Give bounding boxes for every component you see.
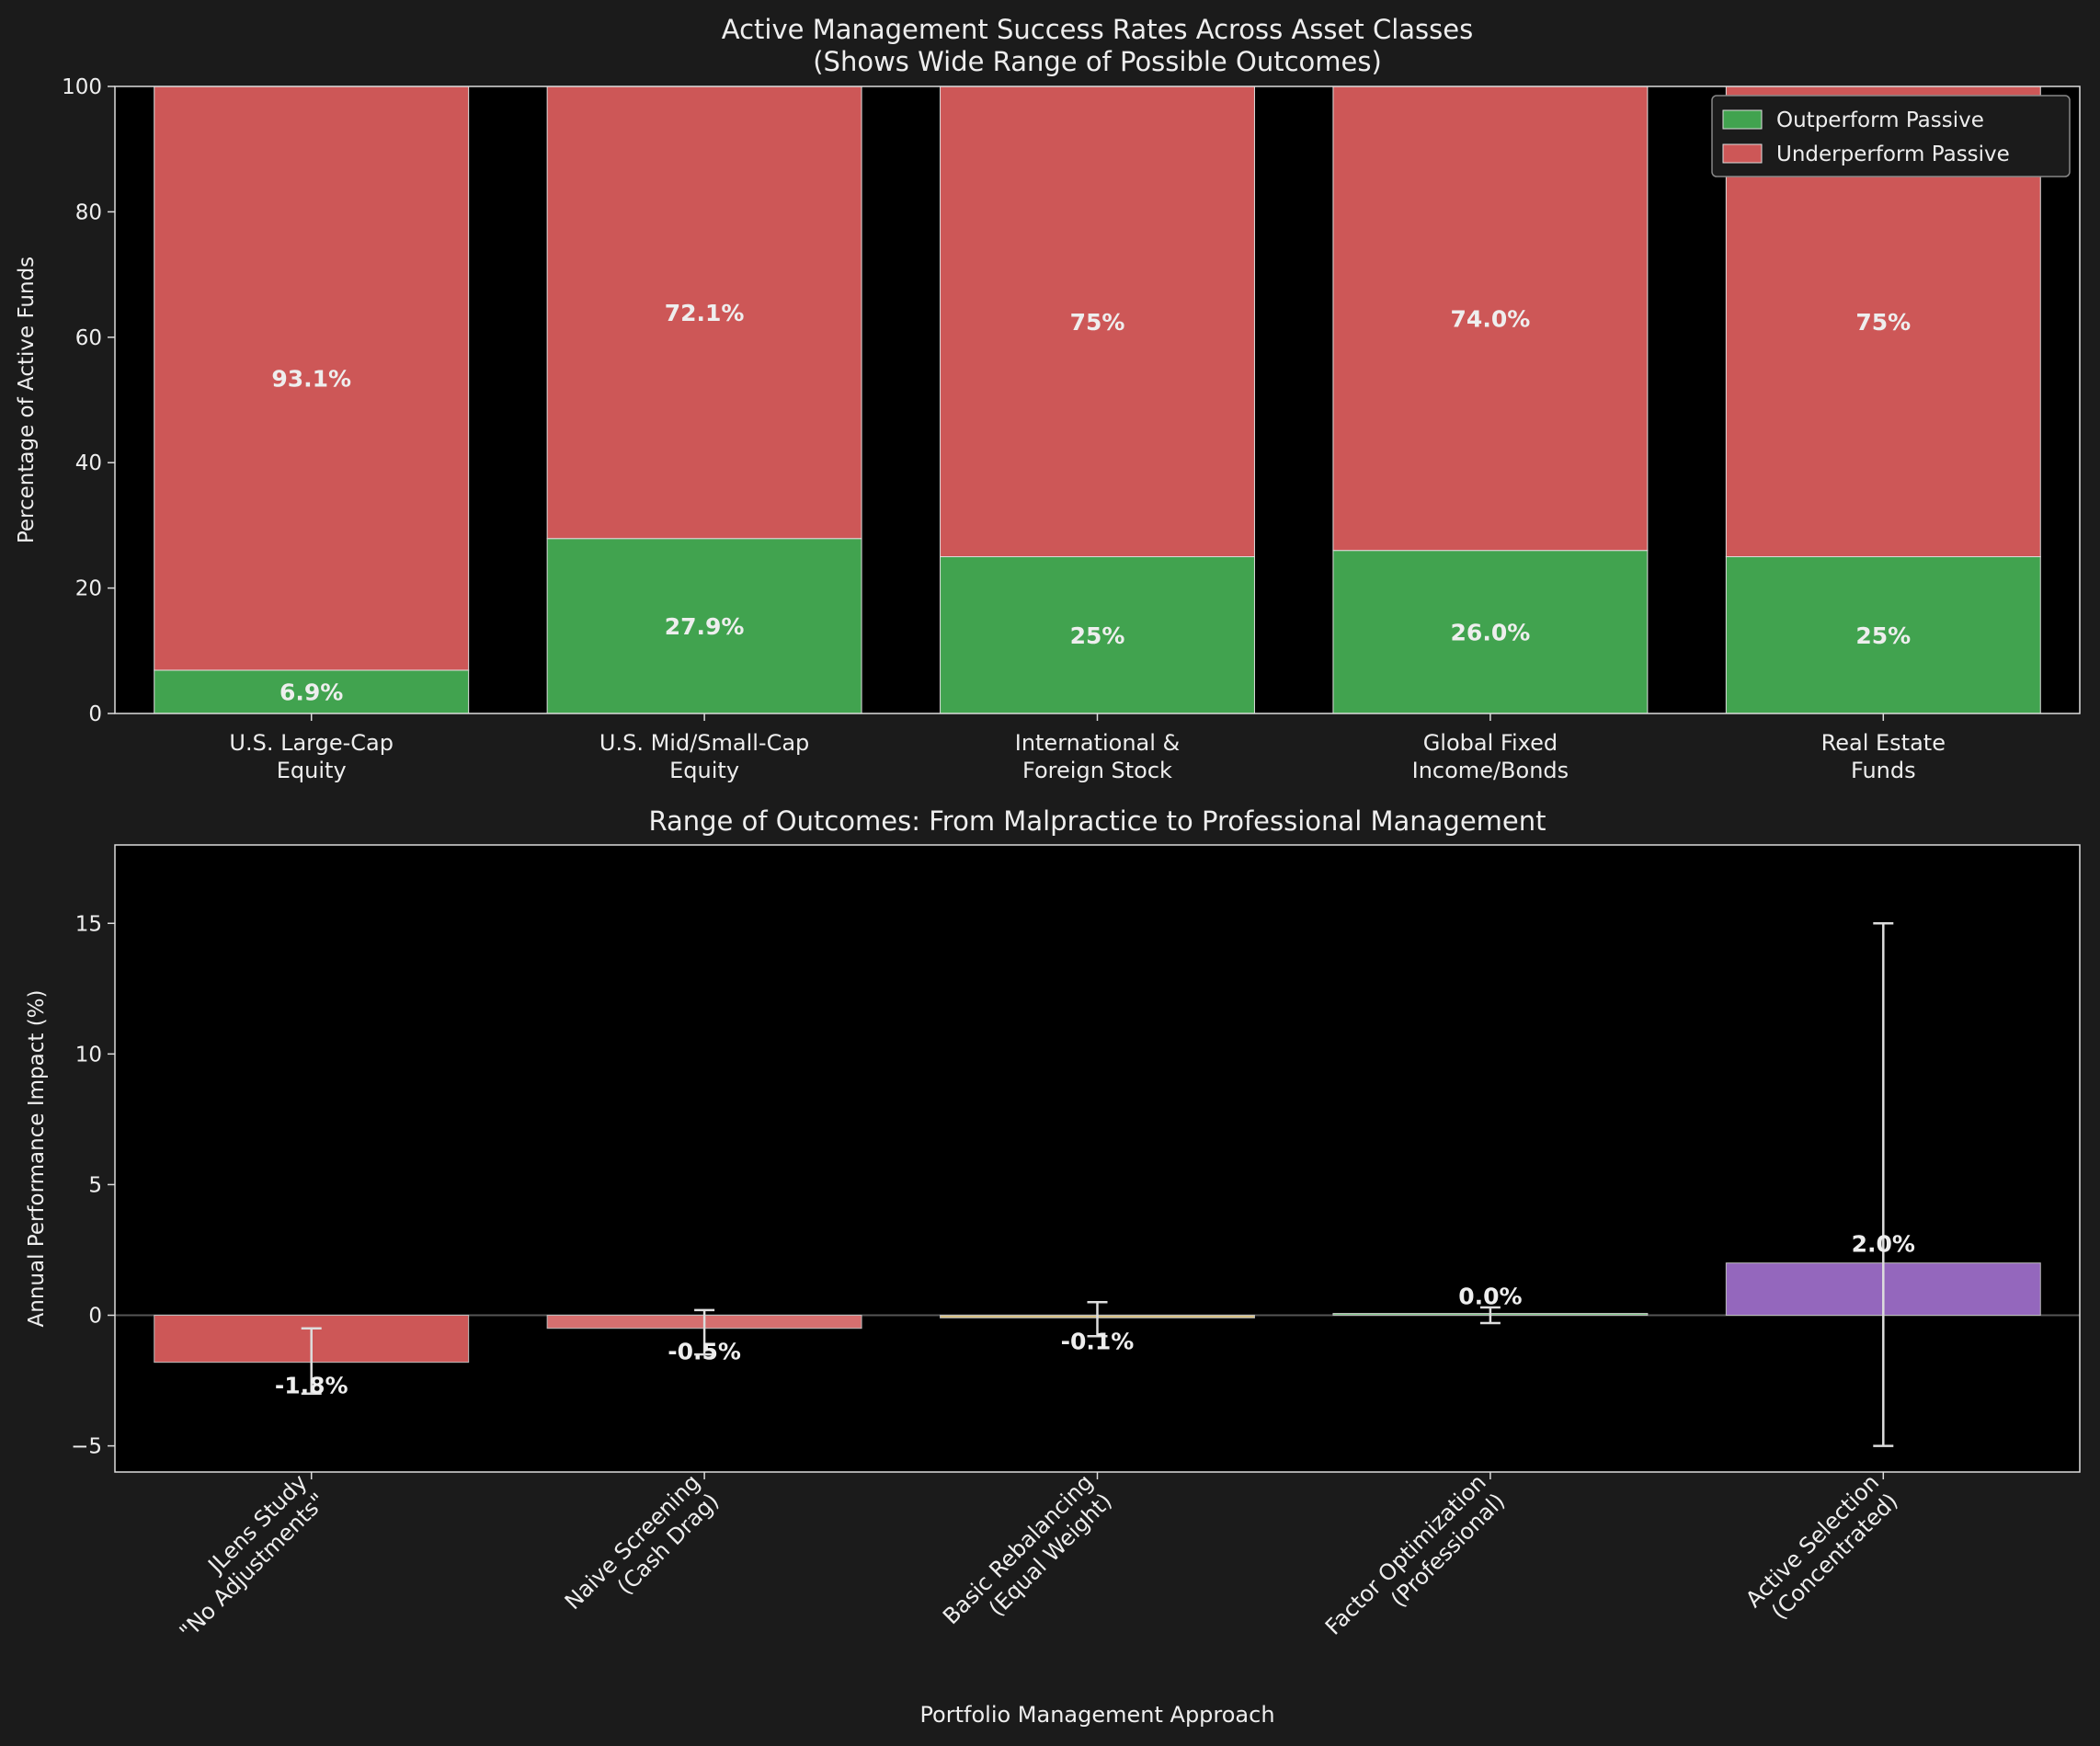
y-tick-label: 5 (88, 1173, 102, 1197)
text-line: Real Estate (1821, 730, 1946, 756)
y-tick-label: −5 (71, 1435, 102, 1459)
outperform-bar (546, 538, 862, 714)
underperform-data-label: 75% (1855, 309, 1911, 336)
underperform-legend-swatch (1722, 143, 1763, 164)
outperform-data-label: 6.9% (280, 679, 343, 705)
y-tick-label: 100 (62, 75, 102, 99)
underperform-legend-label: Underperform Passive (1776, 143, 2010, 166)
impact-data-label: 2.0% (1852, 1231, 1915, 1258)
underperform-bar (940, 86, 1255, 557)
outperform-data-label: 25% (1855, 622, 1911, 649)
outperform-data-label: 27.9% (665, 613, 745, 640)
underperform-data-label: 93.1% (271, 365, 351, 392)
chart1-title: Active Management Success Rates Across A… (722, 14, 1473, 77)
text-line: (Shows Wide Range of Possible Outcomes) (813, 46, 1382, 77)
chart2-plot-area (115, 845, 2080, 1472)
legend-box (1711, 95, 2071, 177)
underperform-data-label: 75% (1070, 309, 1125, 336)
text-line: International & (1015, 730, 1181, 756)
y-tick-label: 15 (75, 912, 102, 936)
x-tick-label: International & Foreign Stock (1015, 730, 1181, 783)
text-line: U.S. Large-Cap (229, 730, 394, 756)
success-rates-chart: Active Management Success Rates Across A… (15, 14, 2081, 783)
x-tick-label: Global Fixed Income/Bonds (1412, 730, 1569, 783)
chart2-frame (114, 844, 2081, 1473)
underperform-data-label: 74.0% (1451, 305, 1531, 332)
x-tick-label: U.S. Mid/Small-Cap Equity (599, 730, 809, 783)
underperform-bar (1332, 86, 1649, 552)
impact-data-label: 0.0% (1458, 1284, 1522, 1310)
impact-data-label: -1.8% (275, 1373, 348, 1399)
impact-data-label: -0.1% (1061, 1328, 1135, 1354)
outperform-bar (1332, 550, 1649, 714)
chart1-legend: Outperform Passive Underperform Passive (1711, 95, 2071, 177)
chart1-frame (114, 86, 2081, 714)
y-tick-label: 0 (88, 702, 102, 726)
underperform-bar (154, 86, 470, 671)
outperform-bar (940, 556, 1255, 714)
underperform-data-label: 72.1% (665, 300, 745, 326)
text-line: Equity (277, 758, 347, 783)
outperform-legend-label: Outperform Passive (1776, 108, 1984, 132)
impact-data-label: -0.5% (668, 1339, 741, 1365)
y-tick-label: 10 (75, 1043, 102, 1067)
chart2-title: Range of Outcomes: From Malpractice to P… (648, 805, 1546, 837)
outperform-data-label: 25% (1070, 622, 1125, 649)
outperform-data-label: 26.0% (1451, 619, 1531, 645)
y-tick-label: 0 (88, 1305, 102, 1329)
x-tick-label: U.S. Large-Cap Equity (229, 730, 394, 783)
x-tick-label: Real Estate Funds (1821, 730, 1946, 783)
text-line: Foreign Stock (1022, 758, 1172, 783)
chart2-xlabel: Portfolio Management Approach (919, 1702, 1274, 1728)
text-line: Funds (1851, 758, 1916, 783)
outperform-legend-swatch (1722, 109, 1763, 130)
text-line: Income/Bonds (1412, 758, 1569, 783)
chart2-ylabel: Annual Performance Impact (%) (25, 990, 49, 1328)
text-line: Active Management Success Rates Across A… (722, 14, 1473, 45)
y-tick-label: 20 (75, 577, 102, 601)
y-tick-label: 40 (75, 451, 102, 475)
text-line: Equity (669, 758, 739, 783)
y-tick-label: 80 (75, 200, 102, 224)
text-line: Global Fixed (1423, 730, 1558, 756)
y-tick-label: 60 (75, 326, 102, 350)
text-line: U.S. Mid/Small-Cap (599, 730, 809, 756)
chart1-ylabel: Percentage of Active Funds (15, 257, 39, 543)
